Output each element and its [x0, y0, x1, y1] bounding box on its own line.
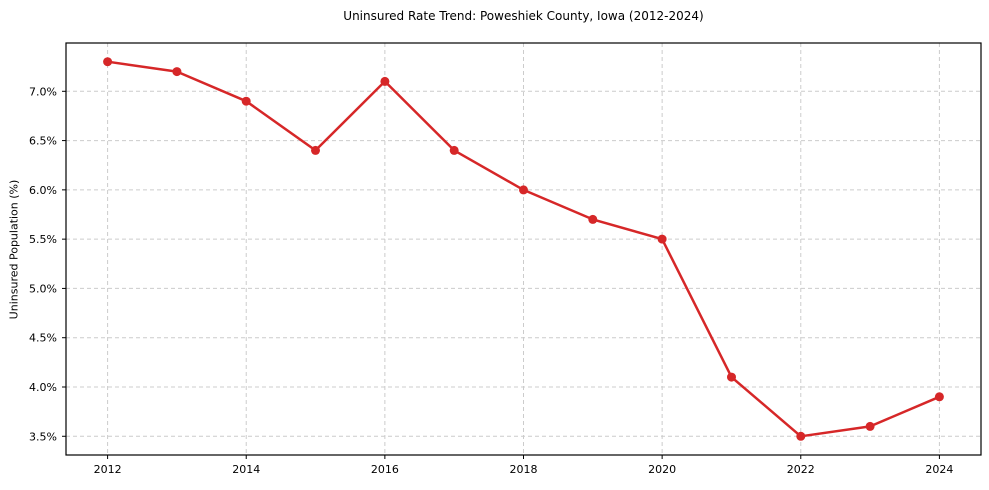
data-point	[657, 234, 667, 244]
chart-title: Uninsured Rate Trend: Poweshiek County, …	[343, 9, 704, 23]
y-tick-label: 4.0%	[29, 381, 57, 394]
data-point	[103, 57, 113, 67]
data-point	[796, 431, 806, 441]
data-point	[380, 76, 390, 86]
data-point	[934, 392, 944, 402]
plot-border	[65, 42, 982, 456]
y-tick-label: 5.5%	[29, 233, 57, 246]
y-tick-label: 6.5%	[29, 135, 57, 148]
x-tick-label: 2024	[925, 463, 953, 476]
x-tick-label: 2018	[510, 463, 538, 476]
data-point	[727, 372, 736, 382]
x-tick-label: 2014	[232, 463, 260, 476]
x-tick-label: 2020	[648, 463, 676, 476]
data-point	[241, 96, 251, 106]
y-tick-label: 7.0%	[29, 85, 57, 98]
y-tick-label: 5.0%	[29, 282, 57, 295]
data-point	[311, 145, 320, 155]
y-tick-label: 6.0%	[29, 184, 57, 197]
data-point	[449, 145, 459, 155]
x-tick-label: 2012	[94, 463, 122, 476]
y-tick-label: 3.5%	[29, 430, 57, 443]
data-point	[172, 67, 182, 77]
data-point	[519, 185, 528, 195]
data-point	[865, 421, 875, 431]
y-tick-label: 4.5%	[29, 332, 57, 345]
x-tick-label: 2022	[787, 463, 815, 476]
x-tick-label: 2016	[371, 463, 399, 476]
data-point	[588, 214, 598, 224]
